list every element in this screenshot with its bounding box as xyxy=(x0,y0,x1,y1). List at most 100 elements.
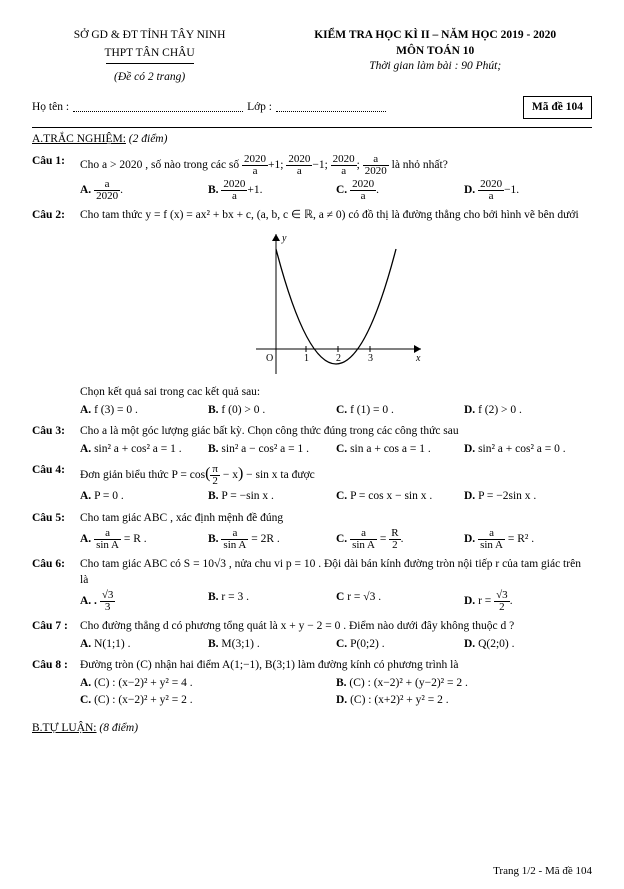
q1-C: C. xyxy=(336,184,347,196)
svg-text:y: y xyxy=(281,233,287,244)
q1-A: A. xyxy=(80,184,91,196)
q8-B: B. xyxy=(336,677,347,689)
q1-Cs: . xyxy=(376,184,379,196)
q1-cond: a > 2020 xyxy=(102,159,142,171)
q1-ta: Cho xyxy=(80,159,102,171)
q1-e2n: 2020 xyxy=(286,154,312,166)
parabola-chart: O 1 2 3 x y xyxy=(246,229,426,379)
q7-A: A. xyxy=(80,638,91,650)
q4-options: A. P = 0 . B. P = −sin x . C. P = cos x … xyxy=(80,489,592,505)
q2-Ct: f (1) = 0 . xyxy=(350,404,394,416)
q8-label: Câu 8 : xyxy=(32,658,80,709)
q1-e1d: a xyxy=(242,166,268,177)
q3-At: sin² a + cos² a = 1 . xyxy=(94,443,182,455)
q1-Bd: a xyxy=(221,191,247,202)
q5-options: A. asin A = R . B. asin A = 2R . C. asin… xyxy=(80,528,592,551)
q1-Cn: 2020 xyxy=(350,179,376,191)
svg-text:1: 1 xyxy=(304,353,309,364)
q8-Ct: (C) : (x−2)² + y² = 2 . xyxy=(94,694,193,706)
q2-Bt: f (0) > 0 . xyxy=(221,404,265,416)
q3-B: B. xyxy=(208,443,219,455)
q3-text: Cho a là một góc lượng giác bất kỳ. Chọn… xyxy=(80,424,592,440)
q1-e2s: −1; xyxy=(312,159,327,171)
q4-D: D. xyxy=(464,490,475,502)
q1-label: Câu 1: xyxy=(32,154,80,202)
q8-C: C. xyxy=(80,694,91,706)
page-footer: Trang 1/2 - Mã đề 104 xyxy=(493,864,592,879)
class-label: Lớp : xyxy=(247,100,272,116)
q1-An: a xyxy=(94,179,120,191)
q2-body: Cho tam thức y = f (x) = ax² + bx + c, (… xyxy=(80,208,592,419)
q7-label: Câu 7 : xyxy=(32,619,80,652)
q6-D: D. xyxy=(464,595,475,607)
question-8: Câu 8 : Đường tròn (C) nhận hai điểm A(1… xyxy=(32,658,592,709)
q2-A: A. xyxy=(80,404,91,416)
q1-Ds: −1. xyxy=(504,184,519,196)
q3-options: A. sin² a + cos² a = 1 . B. sin² a − cos… xyxy=(80,442,592,458)
q1-Bn: 2020 xyxy=(221,179,247,191)
q7-options: A. N(1;1) . B. M(3;1) . C. P(0;2) . D. Q… xyxy=(80,637,592,653)
q4-B: B. xyxy=(208,490,219,502)
q1-Dd: a xyxy=(478,191,504,202)
q8-Dt: (C) : (x+2)² + y² = 2 . xyxy=(350,694,449,706)
q7-Dt: Q(2;0) . xyxy=(478,638,514,650)
q2-post: Chọn kết quả sai trong cac kết quả sau: xyxy=(80,385,592,401)
sec-a-pts: (2 điểm) xyxy=(129,133,168,145)
q8-Bt: (C) : (x−2)² + (y−2)² = 2 . xyxy=(349,677,467,689)
q6-B: B. xyxy=(208,591,219,603)
q7-text: Cho đường thẳng d có phương tổng quát là… xyxy=(80,619,592,635)
q3-A: A. xyxy=(80,443,91,455)
q2-D: D. xyxy=(464,404,475,416)
q5-text: Cho tam giác ABC , xác định mệnh đề đúng xyxy=(80,511,592,527)
question-4: Câu 4: Đơn giản biểu thức P = cos(π2 − x… xyxy=(32,463,592,504)
q2-C: C. xyxy=(336,404,347,416)
svg-text:2: 2 xyxy=(336,353,341,364)
q8-text: Đường tròn (C) nhận hai điểm A(1;−1), B(… xyxy=(80,658,592,674)
section-b-title: B.TỰ LUẬN: (8 điểm) xyxy=(32,721,592,737)
q7-B: B. xyxy=(208,638,219,650)
class-field xyxy=(276,102,386,112)
q5-B: B. xyxy=(208,533,219,545)
sec-b-label: B.TỰ LUẬN: xyxy=(32,722,97,734)
q1-Dn: 2020 xyxy=(478,179,504,191)
q6-Ds: . xyxy=(510,595,513,607)
q1-e1n: 2020 xyxy=(242,154,268,166)
q6-Dd: 2 xyxy=(494,602,510,613)
q4-ta: Đơn giản biểu thức P = cos xyxy=(80,469,205,481)
q6-Ad: 3 xyxy=(100,602,116,613)
q5-Cs: . xyxy=(401,533,404,545)
q4-C: C. xyxy=(336,490,347,502)
q5-C: C. xyxy=(336,533,347,545)
q5-Ad: sin A xyxy=(94,540,121,551)
q4-Ct: P = cos x − sin x . xyxy=(350,490,432,502)
q1-Cd: a xyxy=(350,191,376,202)
q2-Dt: f (2) > 0 . xyxy=(478,404,522,416)
q5-Crd: 2 xyxy=(389,540,400,551)
svg-text:3: 3 xyxy=(368,353,373,364)
name-label: Họ tên : xyxy=(32,100,69,116)
question-5: Câu 5: Cho tam giác ABC , xác định mệnh … xyxy=(32,511,592,552)
q4-Bt: P = −sin x . xyxy=(221,490,274,502)
q1-Ad: 2020 xyxy=(94,191,120,202)
sec-a-label: A.TRẮC NGHIỆM: xyxy=(32,133,126,145)
q8-At: (C) : (x−2)² + y² = 4 . xyxy=(94,677,193,689)
q1-options: A. a2020. B. 2020a+1. C. 2020a. D. 2020a… xyxy=(80,179,592,202)
q5-As: = R . xyxy=(124,533,147,545)
dept: SỞ GD & ĐT TỈNH TÂY NINH xyxy=(32,28,267,44)
q8-D: D. xyxy=(336,694,347,706)
sec-b-pts: (8 điểm) xyxy=(99,722,138,734)
q5-Cd: sin A xyxy=(350,540,377,551)
q7-C: C. xyxy=(336,638,347,650)
q1-e2d: a xyxy=(286,166,312,177)
svg-text:O: O xyxy=(266,353,273,364)
q1-e4n: a xyxy=(363,154,389,166)
q1-As: . xyxy=(120,184,123,196)
q8-body: Đường tròn (C) nhận hai điểm A(1;−1), B(… xyxy=(80,658,592,709)
question-7: Câu 7 : Cho đường thẳng d có phương tổng… xyxy=(32,619,592,652)
exam-title: KIỂM TRA HỌC KÌ II – NĂM HỌC 2019 - 2020 xyxy=(278,28,592,44)
q1-e4d: 2020 xyxy=(363,166,389,177)
exam-code: Mã đề 104 xyxy=(523,96,592,120)
q5-Ds: = R² . xyxy=(508,533,534,545)
q1-e3d: a xyxy=(331,166,357,177)
q1-tail: là nhỏ nhất? xyxy=(392,159,448,171)
